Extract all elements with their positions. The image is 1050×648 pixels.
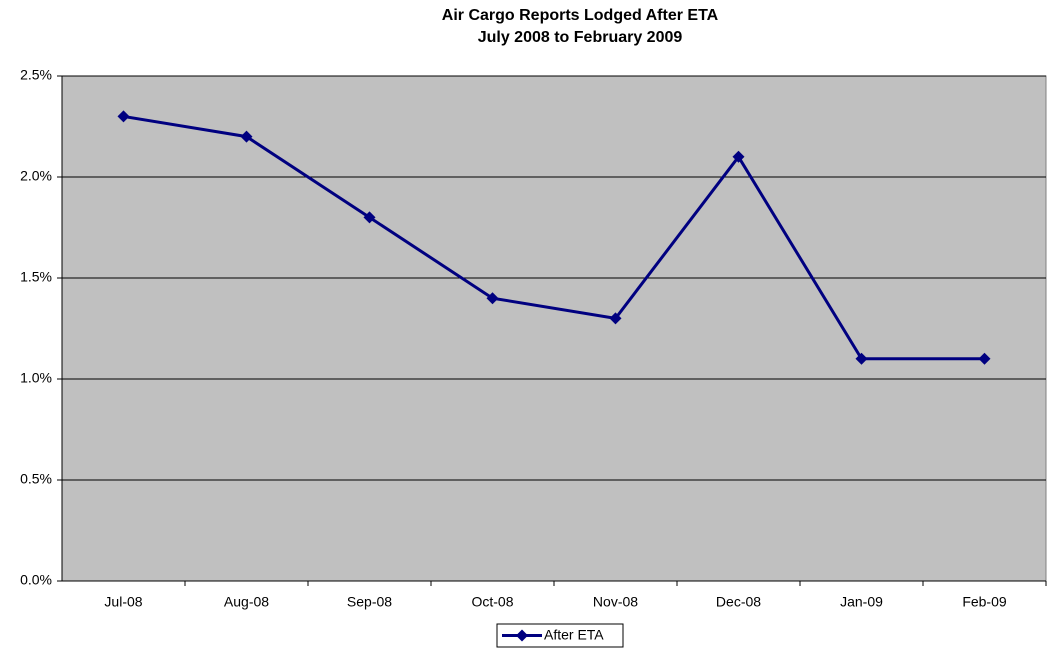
marker xyxy=(486,292,499,305)
legend-marker xyxy=(516,629,528,642)
y-tick-label: 1.5% xyxy=(20,269,52,285)
x-tick-label: Dec-08 xyxy=(716,594,761,610)
marker xyxy=(240,130,253,143)
line xyxy=(123,114,985,361)
marker xyxy=(117,110,130,123)
chart-subtitle: July 2008 to February 2009 xyxy=(478,29,683,46)
legend-box xyxy=(496,623,624,648)
y-tick-label: 0.5% xyxy=(20,471,52,487)
x-tick-label: Feb-09 xyxy=(962,594,1007,610)
marker xyxy=(363,211,376,224)
x-tick-label: Nov-08 xyxy=(593,594,638,610)
x-tick-label: Sep-08 xyxy=(347,594,392,610)
y-tick-label: 1.0% xyxy=(20,370,52,386)
x-tick-label: Aug-08 xyxy=(224,594,269,610)
legend-label: After ETA xyxy=(544,627,604,643)
marker xyxy=(978,352,991,365)
x-tick-label: Jan-09 xyxy=(840,594,883,610)
chart-title: Air Cargo Reports Lodged After ETA xyxy=(442,7,719,24)
plot-area xyxy=(61,75,1047,582)
y-tick-label: 0.0% xyxy=(20,572,52,588)
y-tick-label: 2.0% xyxy=(20,168,52,184)
marker xyxy=(732,150,745,163)
y-tick-label: 2.5% xyxy=(20,67,52,83)
marker xyxy=(609,312,622,325)
x-tick-label: Oct-08 xyxy=(471,594,513,610)
x-tick-label: Jul-08 xyxy=(104,594,142,610)
marker xyxy=(855,352,868,365)
